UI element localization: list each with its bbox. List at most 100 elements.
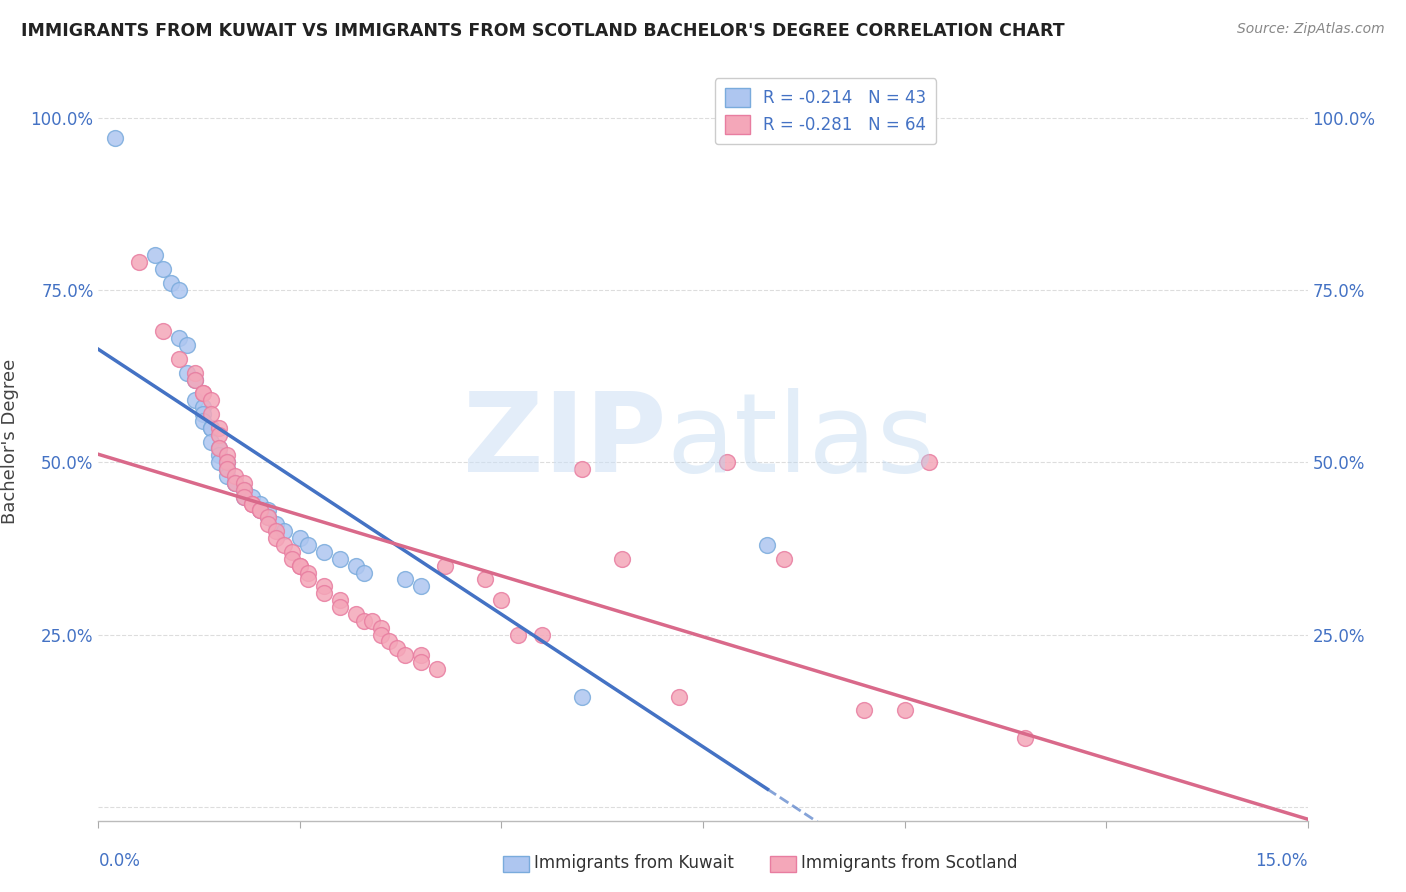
Point bbox=[273, 538, 295, 552]
Text: 15.0%: 15.0% bbox=[1256, 852, 1308, 870]
Point bbox=[232, 483, 254, 497]
Point bbox=[756, 538, 779, 552]
Point bbox=[893, 703, 915, 717]
Text: ZIP: ZIP bbox=[464, 388, 666, 495]
Point bbox=[232, 490, 254, 504]
Point bbox=[1014, 731, 1036, 745]
Point bbox=[200, 421, 222, 435]
Point bbox=[176, 366, 198, 380]
Point bbox=[370, 627, 392, 641]
Point bbox=[224, 475, 246, 490]
Point bbox=[103, 131, 125, 145]
Point bbox=[256, 503, 278, 517]
Point bbox=[668, 690, 690, 704]
Point bbox=[314, 579, 336, 593]
Point bbox=[288, 531, 311, 545]
Point bbox=[167, 283, 190, 297]
Point bbox=[281, 545, 304, 559]
Point bbox=[217, 469, 239, 483]
Point bbox=[193, 386, 215, 401]
Point bbox=[409, 579, 432, 593]
Point bbox=[208, 455, 231, 469]
Point bbox=[240, 497, 263, 511]
Point bbox=[240, 497, 263, 511]
Point bbox=[249, 503, 271, 517]
Point bbox=[208, 442, 231, 456]
Text: IMMIGRANTS FROM KUWAIT VS IMMIGRANTS FROM SCOTLAND BACHELOR'S DEGREE CORRELATION: IMMIGRANTS FROM KUWAIT VS IMMIGRANTS FRO… bbox=[21, 22, 1064, 40]
Point bbox=[217, 455, 239, 469]
Point bbox=[167, 331, 190, 345]
Point bbox=[344, 558, 367, 573]
Point bbox=[353, 614, 375, 628]
Point bbox=[353, 566, 375, 580]
Point bbox=[176, 338, 198, 352]
Y-axis label: Bachelor's Degree: Bachelor's Degree bbox=[1, 359, 20, 524]
Point bbox=[297, 573, 319, 587]
Point bbox=[256, 510, 278, 524]
Point bbox=[208, 448, 231, 462]
Point bbox=[264, 517, 287, 532]
Point bbox=[385, 641, 408, 656]
Point bbox=[160, 276, 183, 290]
Point bbox=[232, 475, 254, 490]
Point bbox=[224, 475, 246, 490]
Point bbox=[193, 386, 215, 401]
Point bbox=[217, 448, 239, 462]
Point bbox=[200, 434, 222, 449]
Point bbox=[426, 662, 449, 676]
Point bbox=[184, 372, 207, 386]
Text: 0.0%: 0.0% bbox=[98, 852, 141, 870]
Point bbox=[297, 538, 319, 552]
Point bbox=[193, 407, 215, 421]
Point bbox=[612, 551, 634, 566]
Point bbox=[152, 262, 174, 277]
Point bbox=[193, 414, 215, 428]
Point bbox=[329, 599, 352, 614]
Point bbox=[329, 593, 352, 607]
Point bbox=[264, 531, 287, 545]
Point bbox=[217, 462, 239, 476]
Text: Immigrants from Kuwait: Immigrants from Kuwait bbox=[534, 855, 734, 872]
Point bbox=[200, 421, 222, 435]
Point bbox=[256, 510, 278, 524]
Point bbox=[184, 366, 207, 380]
Point bbox=[361, 614, 384, 628]
Point bbox=[329, 551, 352, 566]
Point bbox=[217, 455, 239, 469]
Point bbox=[297, 566, 319, 580]
Point bbox=[143, 248, 166, 262]
Point bbox=[249, 503, 271, 517]
Point bbox=[571, 690, 593, 704]
Point bbox=[434, 558, 457, 573]
Point bbox=[264, 524, 287, 538]
Point bbox=[853, 703, 876, 717]
Point bbox=[128, 255, 150, 269]
Point bbox=[208, 421, 231, 435]
Point bbox=[200, 393, 222, 408]
Point bbox=[152, 324, 174, 338]
Point bbox=[409, 648, 432, 663]
Point bbox=[167, 351, 190, 366]
Point bbox=[184, 393, 207, 408]
Point bbox=[217, 462, 239, 476]
Point bbox=[394, 648, 416, 663]
Point bbox=[571, 462, 593, 476]
Point bbox=[193, 400, 215, 414]
Point bbox=[232, 490, 254, 504]
Point bbox=[273, 524, 295, 538]
Point bbox=[208, 427, 231, 442]
Point bbox=[716, 455, 738, 469]
Point bbox=[344, 607, 367, 621]
Point bbox=[249, 497, 271, 511]
Point bbox=[224, 469, 246, 483]
Point bbox=[474, 573, 496, 587]
Point bbox=[232, 483, 254, 497]
Text: Source: ZipAtlas.com: Source: ZipAtlas.com bbox=[1237, 22, 1385, 37]
Point bbox=[918, 455, 941, 469]
Point bbox=[224, 475, 246, 490]
Point bbox=[491, 593, 513, 607]
Point bbox=[240, 490, 263, 504]
Point bbox=[200, 407, 222, 421]
Point bbox=[288, 558, 311, 573]
Point bbox=[506, 627, 529, 641]
